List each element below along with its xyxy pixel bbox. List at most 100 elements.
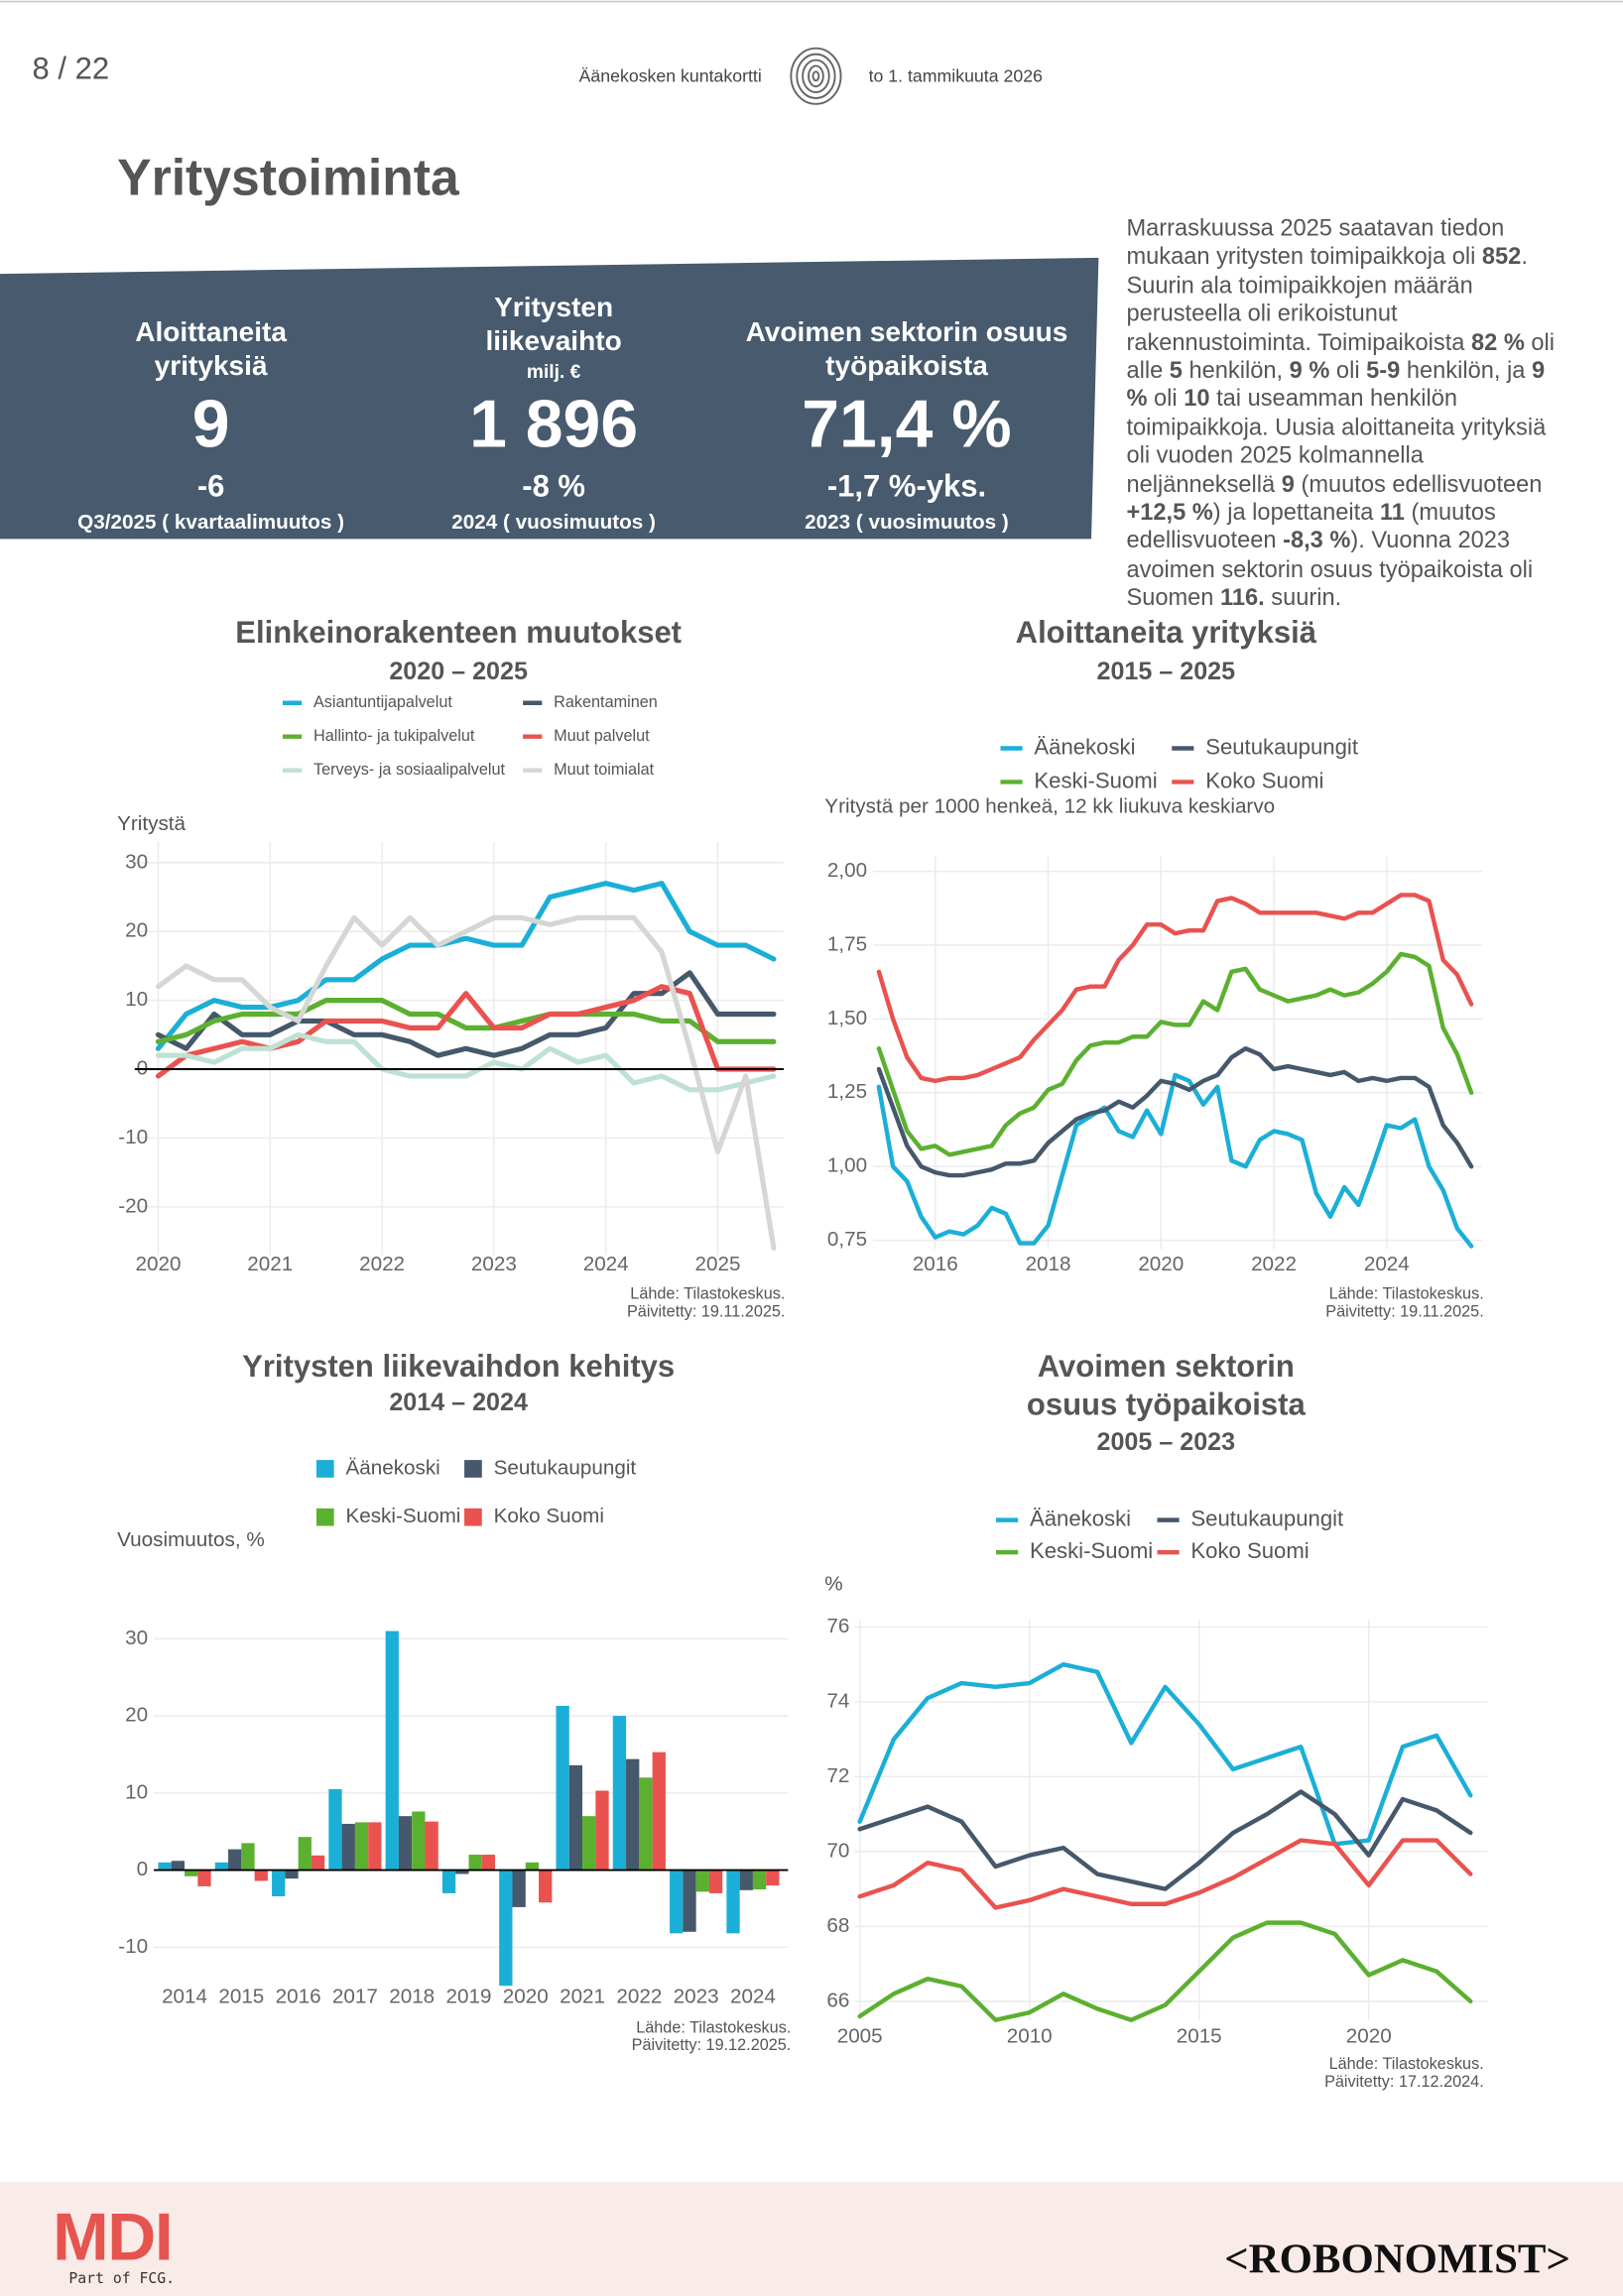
document-name: Äänekosken kuntakortti	[578, 65, 762, 87]
updated-note: Päivitetty: 19.12.2025.	[632, 2036, 792, 2054]
x-tick-label: 2005	[837, 2024, 883, 2047]
bar	[766, 1870, 780, 1886]
bar	[556, 1705, 569, 1871]
bar	[683, 1870, 696, 1932]
x-tick-label: 2020	[135, 1253, 181, 1275]
footer-band	[0, 2182, 1623, 2296]
source-note: Lähde: Tilastokeskus.	[1329, 1285, 1484, 1303]
chart-title: Avoimen sektorin osuus työpaikoista	[1026, 1350, 1306, 1422]
legend-label: Muut palvelut	[554, 727, 650, 745]
x-tick-label: 2024	[730, 1985, 776, 2007]
y-tick-label: 1,25	[827, 1080, 867, 1103]
y-tick-label: 0	[137, 1858, 149, 1880]
summary-segment: 5	[1169, 358, 1183, 384]
legend-label: Keski-Suomi	[1030, 1538, 1153, 1563]
legend-marker	[464, 1460, 482, 1478]
bar	[499, 1870, 513, 1987]
line-series	[155, 914, 777, 1252]
kpi-period: 2024 ( vuosimuutos )	[451, 509, 656, 534]
y-tick-label: 72	[826, 1764, 849, 1787]
legend-label: Asiantuntijapalvelut	[313, 693, 452, 711]
chart-subtitle: 2005 – 2023	[1096, 1427, 1236, 1456]
bar	[595, 1790, 609, 1871]
summary-segment: -8,3 %	[1283, 529, 1351, 554]
bar	[455, 1870, 469, 1874]
bar	[171, 1861, 186, 1871]
kpi-period: 2023 ( vuosimuutos )	[805, 509, 1009, 534]
bar	[285, 1870, 299, 1879]
summary-segment: henkilön, ja	[1400, 358, 1532, 384]
legend-label: Koko Suomi	[1205, 768, 1323, 792]
legend-label: Keski-Suomi	[345, 1505, 460, 1527]
y-tick-label: 76	[826, 1615, 849, 1637]
y-tick-label: 66	[826, 1989, 849, 2011]
y-tick-label: 1,75	[827, 932, 867, 955]
x-tick-label: 2016	[276, 1985, 321, 2007]
mdi-tagline: Part of FCG.	[68, 2271, 176, 2288]
bar	[328, 1788, 342, 1871]
chart-title: Elinkeinorakenteen muutokset	[235, 616, 683, 651]
summary-segment: ). Vuonna 2023 avoimen sektorin osuus ty…	[1126, 529, 1534, 612]
kpi-change: -6	[196, 469, 225, 504]
line-series	[155, 881, 777, 1051]
y-axis-label: %	[824, 1571, 843, 1595]
kpi-label: Avoimen sektorin osuus työpaikoista	[745, 317, 1068, 383]
bar	[228, 1849, 242, 1871]
x-tick-label: 2025	[695, 1253, 741, 1275]
bar	[398, 1816, 413, 1871]
bar	[512, 1870, 526, 1907]
fingerprint-icon	[790, 47, 842, 105]
y-tick-label: 70	[826, 1839, 849, 1862]
kpi-head: Aloittaneita yrityksiä	[21, 273, 402, 384]
x-tick-label: 2018	[1026, 1253, 1071, 1275]
x-tick-label: 2024	[1364, 1253, 1410, 1275]
kpi-label: Aloittaneita yrityksiä	[135, 317, 287, 383]
legend-label: Seutukaupungit	[1205, 734, 1358, 759]
kpi-label: Yritysten liikevaihto	[485, 293, 622, 358]
source-note: Lähde: Tilastokeskus.	[630, 1285, 785, 1303]
bar	[441, 1870, 456, 1893]
bar	[525, 1862, 540, 1871]
x-tick-label: 2019	[446, 1985, 492, 2007]
bar	[241, 1843, 255, 1871]
y-tick-label: 20	[125, 919, 148, 942]
bar	[726, 1870, 740, 1934]
summary-segment: Marraskuussa 2025 saatavan tiedon mukaan…	[1126, 216, 1505, 271]
bar	[739, 1870, 753, 1890]
legend-marker	[315, 1460, 334, 1478]
x-tick-label: 2018	[389, 1985, 435, 2007]
mdi-logo: MDI	[53, 2198, 174, 2275]
bar	[298, 1837, 312, 1871]
line-series	[876, 1045, 1474, 1178]
line-series	[155, 1031, 777, 1093]
bar	[612, 1716, 627, 1871]
legend-label: Äänekoski	[1034, 734, 1135, 759]
summary-segment: 9 %	[1289, 358, 1330, 384]
summary-segment: 10	[1184, 387, 1210, 413]
x-tick-label: 2020	[1138, 1253, 1184, 1275]
legend-label: Seutukaupungit	[494, 1456, 637, 1479]
bar	[626, 1758, 640, 1871]
summary-segment: +12,5 %	[1126, 501, 1213, 527]
y-axis-label: Vuosimuutos, %	[117, 1527, 265, 1551]
line-series	[876, 893, 1474, 1084]
line-series	[155, 998, 777, 1044]
summary-segment: 5-9	[1366, 358, 1401, 384]
kpi: Aloittaneita yrityksiä 9 -6 Q3/2025 ( kvart…	[21, 273, 402, 537]
source-note: Lähde: Tilastokeskus.	[1329, 2055, 1484, 2073]
x-tick-label: 2022	[1251, 1253, 1297, 1275]
bar	[582, 1816, 596, 1871]
y-tick-label: 30	[125, 850, 148, 873]
document-date: to 1. tammikuuta 2026	[868, 65, 1043, 87]
x-tick-label: 2021	[247, 1253, 293, 1275]
kpi-band	[0, 257, 1099, 540]
legend-marker	[464, 1508, 482, 1526]
line-series	[876, 951, 1474, 1157]
legend-label: Koko Suomi	[1190, 1538, 1309, 1563]
y-tick-label: 20	[125, 1704, 148, 1727]
bar	[752, 1870, 767, 1890]
bar	[708, 1870, 723, 1893]
summary-segment: oli	[1329, 358, 1367, 384]
x-tick-label: 2021	[560, 1985, 605, 2007]
summary-segment: 82 %	[1470, 330, 1525, 356]
